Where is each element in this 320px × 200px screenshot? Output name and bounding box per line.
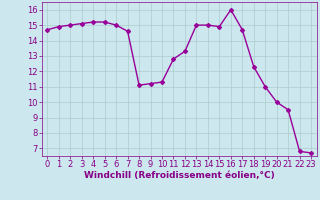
X-axis label: Windchill (Refroidissement éolien,°C): Windchill (Refroidissement éolien,°C) (84, 171, 275, 180)
